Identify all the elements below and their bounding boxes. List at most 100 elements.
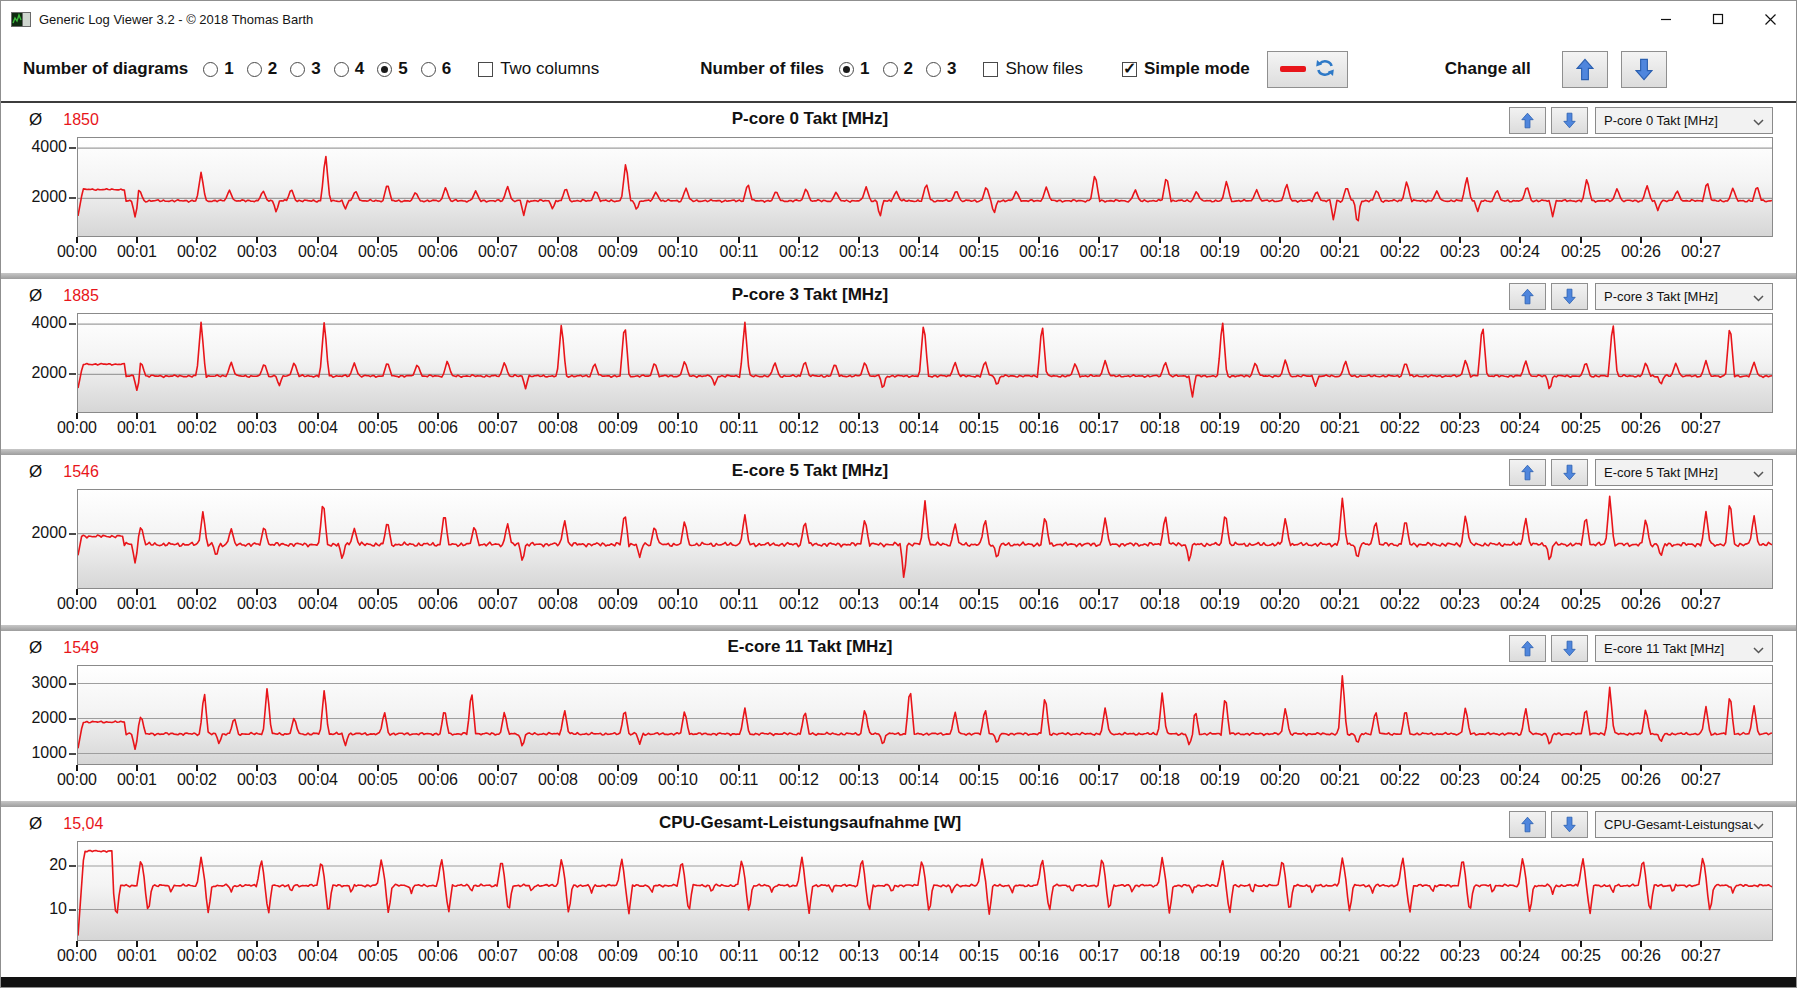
maximize-button[interactable] [1692, 1, 1744, 37]
data-series-line [78, 851, 1772, 936]
x-axis-tick-label: 00:00 [48, 595, 106, 613]
x-axis-tick-label: 00:00 [48, 243, 106, 261]
x-axis-tick-label: 00:08 [529, 243, 587, 261]
x-axis-tick-label: 00:12 [770, 947, 828, 965]
radio-circle[interactable] [839, 62, 854, 77]
plot-surface[interactable] [77, 665, 1773, 765]
x-axis-tick-label: 00:08 [529, 947, 587, 965]
move-up-button[interactable] [1509, 635, 1546, 662]
x-axis-tick-label: 00:24 [1491, 947, 1549, 965]
chart-panel: Ø 1885 P-core 3 Takt [MHz] P-core 3 Takt… [1, 279, 1796, 449]
radio-files-3[interactable]: 3 [926, 59, 956, 79]
data-series-line [78, 496, 1772, 577]
change-all-down-button[interactable] [1621, 51, 1667, 88]
x-axis-tick-label: 00:09 [589, 243, 647, 261]
chevron-down-icon [1753, 288, 1764, 306]
data-series-line [78, 157, 1772, 221]
radio-circle[interactable] [247, 62, 262, 77]
radio-files-2[interactable]: 2 [883, 59, 913, 79]
radio-circle[interactable] [203, 62, 218, 77]
radio-circle[interactable] [377, 62, 392, 77]
metric-dropdown[interactable]: E-core 11 Takt [MHz] [1595, 635, 1773, 662]
close-button[interactable] [1744, 1, 1796, 37]
chart-title: P-core 3 Takt [MHz] [1, 285, 1619, 305]
x-axis-tick-label: 00:13 [830, 595, 888, 613]
x-axis-tick-label: 00:08 [529, 419, 587, 437]
radio-circle[interactable] [926, 62, 941, 77]
radio-diagrams-1[interactable]: 1 [203, 59, 233, 79]
radio-circle[interactable] [421, 62, 436, 77]
x-axis-tick-label: 00:15 [950, 595, 1008, 613]
simple-mode-checkbox[interactable]: Simple mode [1122, 59, 1250, 79]
plot-surface[interactable] [77, 313, 1773, 413]
x-axis-tick-label: 00:21 [1311, 419, 1369, 437]
y-axis-tick-label: 4000 [31, 314, 67, 332]
plot-surface[interactable] [77, 489, 1773, 589]
y-axis-tick-mark [69, 683, 76, 685]
y-axis-tick-mark [69, 323, 76, 325]
metric-dropdown[interactable]: P-core 0 Takt [MHz] [1595, 107, 1773, 134]
x-axis-tick-label: 00:18 [1131, 771, 1189, 789]
change-all-up-button[interactable] [1562, 51, 1608, 88]
x-axis-tick-label: 00:21 [1311, 595, 1369, 613]
show-files-checkbox[interactable]: Show files [983, 59, 1082, 79]
metric-dropdown[interactable]: P-core 3 Takt [MHz] [1595, 283, 1773, 310]
x-axis-tick-label: 00:14 [890, 947, 948, 965]
metric-dropdown-value: P-core 3 Takt [MHz] [1604, 289, 1718, 304]
panel-header: Ø 15,04 CPU-Gesamt-Leistungsaufnahme [W]… [1, 811, 1796, 839]
radio-label: 2 [904, 59, 913, 79]
chart-panel: Ø 15,04 CPU-Gesamt-Leistungsaufnahme [W]… [1, 807, 1796, 977]
radio-diagrams-4[interactable]: 4 [334, 59, 364, 79]
radio-circle[interactable] [290, 62, 305, 77]
x-axis-tick-label: 00:08 [529, 595, 587, 613]
x-axis-tick-label: 00:25 [1552, 419, 1610, 437]
metric-dropdown[interactable]: CPU-Gesamt-Leistungsau [1595, 811, 1773, 838]
radio-diagrams-6[interactable]: 6 [421, 59, 451, 79]
show-files-checkbox-box[interactable] [983, 62, 998, 77]
radio-label: 6 [442, 59, 451, 79]
x-axis-tick-label: 00:12 [770, 771, 828, 789]
metric-dropdown[interactable]: E-core 5 Takt [MHz] [1595, 459, 1773, 486]
window-controls [1640, 1, 1796, 37]
plot-surface[interactable] [77, 841, 1773, 941]
x-axis-tick-label: 00:03 [228, 595, 286, 613]
radio-circle[interactable] [883, 62, 898, 77]
move-down-button[interactable] [1551, 283, 1588, 310]
radio-circle[interactable] [334, 62, 349, 77]
move-down-button[interactable] [1551, 811, 1588, 838]
move-down-button[interactable] [1551, 107, 1588, 134]
y-axis-tick-label: 2000 [31, 188, 67, 206]
y-axis-tick-mark [69, 197, 76, 199]
panel-controls: P-core 0 Takt [MHz] [1504, 107, 1773, 134]
radio-files-1[interactable]: 1 [839, 59, 869, 79]
x-axis-tick-label: 00:23 [1431, 771, 1489, 789]
y-axis-tick-label: 2000 [31, 709, 67, 727]
simple-mode-label: Simple mode [1144, 59, 1250, 79]
minimize-button[interactable] [1640, 1, 1692, 37]
radio-diagrams-3[interactable]: 3 [290, 59, 320, 79]
x-axis-tick-label: 00:21 [1311, 243, 1369, 261]
plot-surface[interactable] [77, 137, 1773, 237]
x-axis-tick-label: 00:11 [710, 419, 768, 437]
x-axis-tick-label: 00:22 [1371, 771, 1429, 789]
x-axis-tick-label: 00:12 [770, 419, 828, 437]
radio-diagrams-2[interactable]: 2 [247, 59, 277, 79]
panel-controls: CPU-Gesamt-Leistungsau [1504, 811, 1773, 838]
move-down-button[interactable] [1551, 635, 1588, 662]
x-axis-tick-label: 00:00 [48, 947, 106, 965]
x-axis-tick-label: 00:04 [289, 243, 347, 261]
line-style-refresh-button[interactable] [1267, 51, 1348, 88]
two-columns-checkbox-box[interactable] [478, 62, 493, 77]
x-axis-tick-label: 00:05 [349, 595, 407, 613]
move-down-button[interactable] [1551, 459, 1588, 486]
chart-title: E-core 5 Takt [MHz] [1, 461, 1619, 481]
radio-diagrams-5[interactable]: 5 [377, 59, 407, 79]
move-up-button[interactable] [1509, 459, 1546, 486]
move-up-button[interactable] [1509, 811, 1546, 838]
move-up-button[interactable] [1509, 283, 1546, 310]
x-axis-tick-label: 00:18 [1131, 243, 1189, 261]
two-columns-checkbox[interactable]: Two columns [478, 59, 599, 79]
panel-controls: E-core 5 Takt [MHz] [1504, 459, 1773, 486]
simple-mode-checkbox-box[interactable] [1122, 62, 1137, 77]
move-up-button[interactable] [1509, 107, 1546, 134]
